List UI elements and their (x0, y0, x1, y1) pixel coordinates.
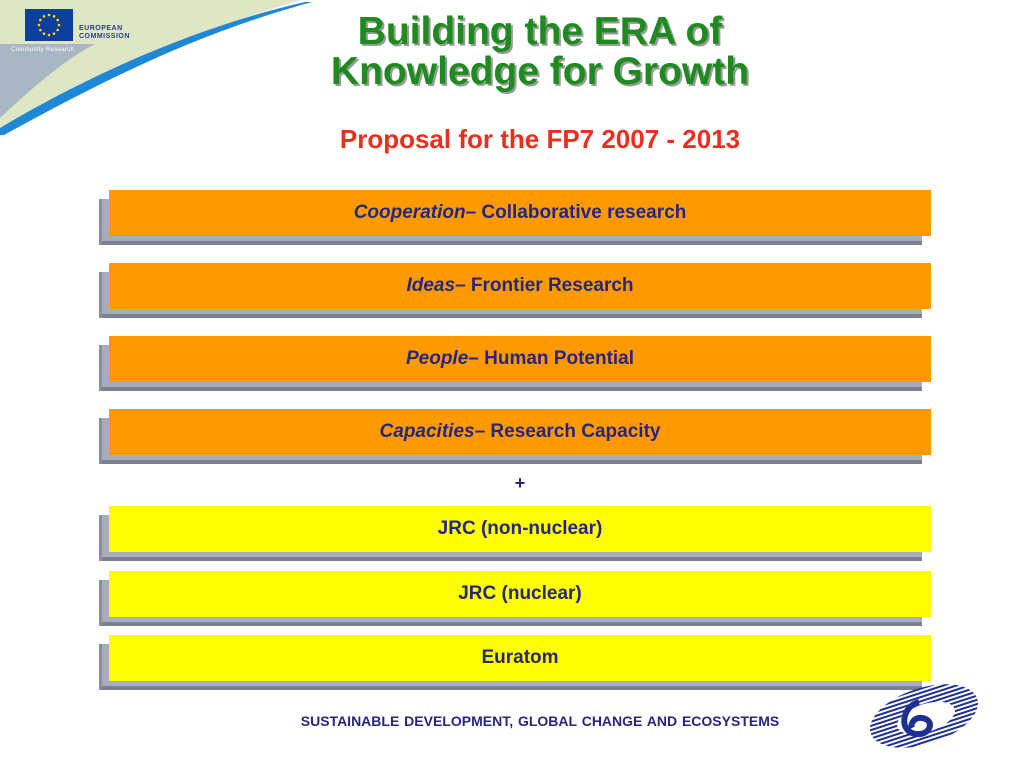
programme-bar-ideas: Ideas – Frontier Research (99, 263, 932, 319)
programme-bar-jrc-nuclear: JRC (nuclear) (99, 571, 932, 627)
title-line-2: Knowledge for Growth (330, 50, 750, 93)
programme-bar-euratom: Euratom (99, 635, 932, 691)
programme-description: – Research Capacity (474, 421, 661, 442)
eu-star (37, 23, 41, 27)
community-research-label: Community Research (11, 47, 75, 53)
fp6-logo-icon (870, 684, 978, 748)
bar-label: People – Human Potential (109, 336, 931, 382)
programme-description: – Frontier Research (455, 275, 634, 296)
eu-star (52, 32, 56, 35)
bar-label: JRC (nuclear) (109, 571, 931, 617)
programme-name: Capacities (379, 421, 475, 442)
page-title: Building the ERA of Knowledge for Growth (250, 12, 830, 92)
bar-label: Ideas – Frontier Research (109, 263, 931, 309)
programme-bar-cooperation: Cooperation – Collaborative research (99, 190, 932, 246)
eu-star (47, 33, 51, 37)
header-swoosh (0, 0, 312, 135)
eu-star (47, 13, 51, 17)
programme-bar-capacities: Capacities – Research Capacity (99, 409, 932, 465)
programme-description: – Human Potential (468, 348, 635, 369)
programme-name: Ideas (406, 275, 456, 296)
bar-label: Capacities – Research Capacity (109, 409, 931, 455)
programme-name: People (405, 348, 469, 369)
eu-star (39, 28, 42, 32)
title-line-1: Building the ERA of (357, 10, 723, 53)
footer-theme-label: SUSTAINABLE DEVELOPMENT, GLOBAL CHANGE A… (300, 713, 780, 729)
eu-star (39, 18, 42, 22)
commission-line-1: EUROPEAN (79, 25, 123, 32)
bar-label: Euratom (109, 635, 931, 681)
page-subtitle: Proposal for the FP7 2007 - 2013 (339, 124, 741, 154)
bar-label: JRC (non-nuclear) (109, 506, 931, 552)
eu-star (56, 28, 59, 32)
programme-bar-people: People – Human Potential (99, 336, 932, 392)
eu-star (42, 15, 46, 18)
plus-sign: + (514, 473, 526, 493)
eu-flag-icon (25, 9, 73, 41)
eu-star (52, 15, 56, 18)
european-commission-label: EUROPEAN COMMISSION (79, 25, 130, 41)
commission-line-2: COMMISSION (79, 33, 130, 40)
programme-name: Cooperation (353, 202, 466, 223)
bar-label: Cooperation – Collaborative research (109, 190, 931, 236)
programme-bar-jrc-non-nuclear: JRC (non-nuclear) (99, 506, 932, 562)
eu-star (57, 23, 61, 27)
programme-description: – Collaborative research (465, 202, 687, 223)
eu-star (56, 18, 59, 22)
eu-star (42, 32, 46, 35)
